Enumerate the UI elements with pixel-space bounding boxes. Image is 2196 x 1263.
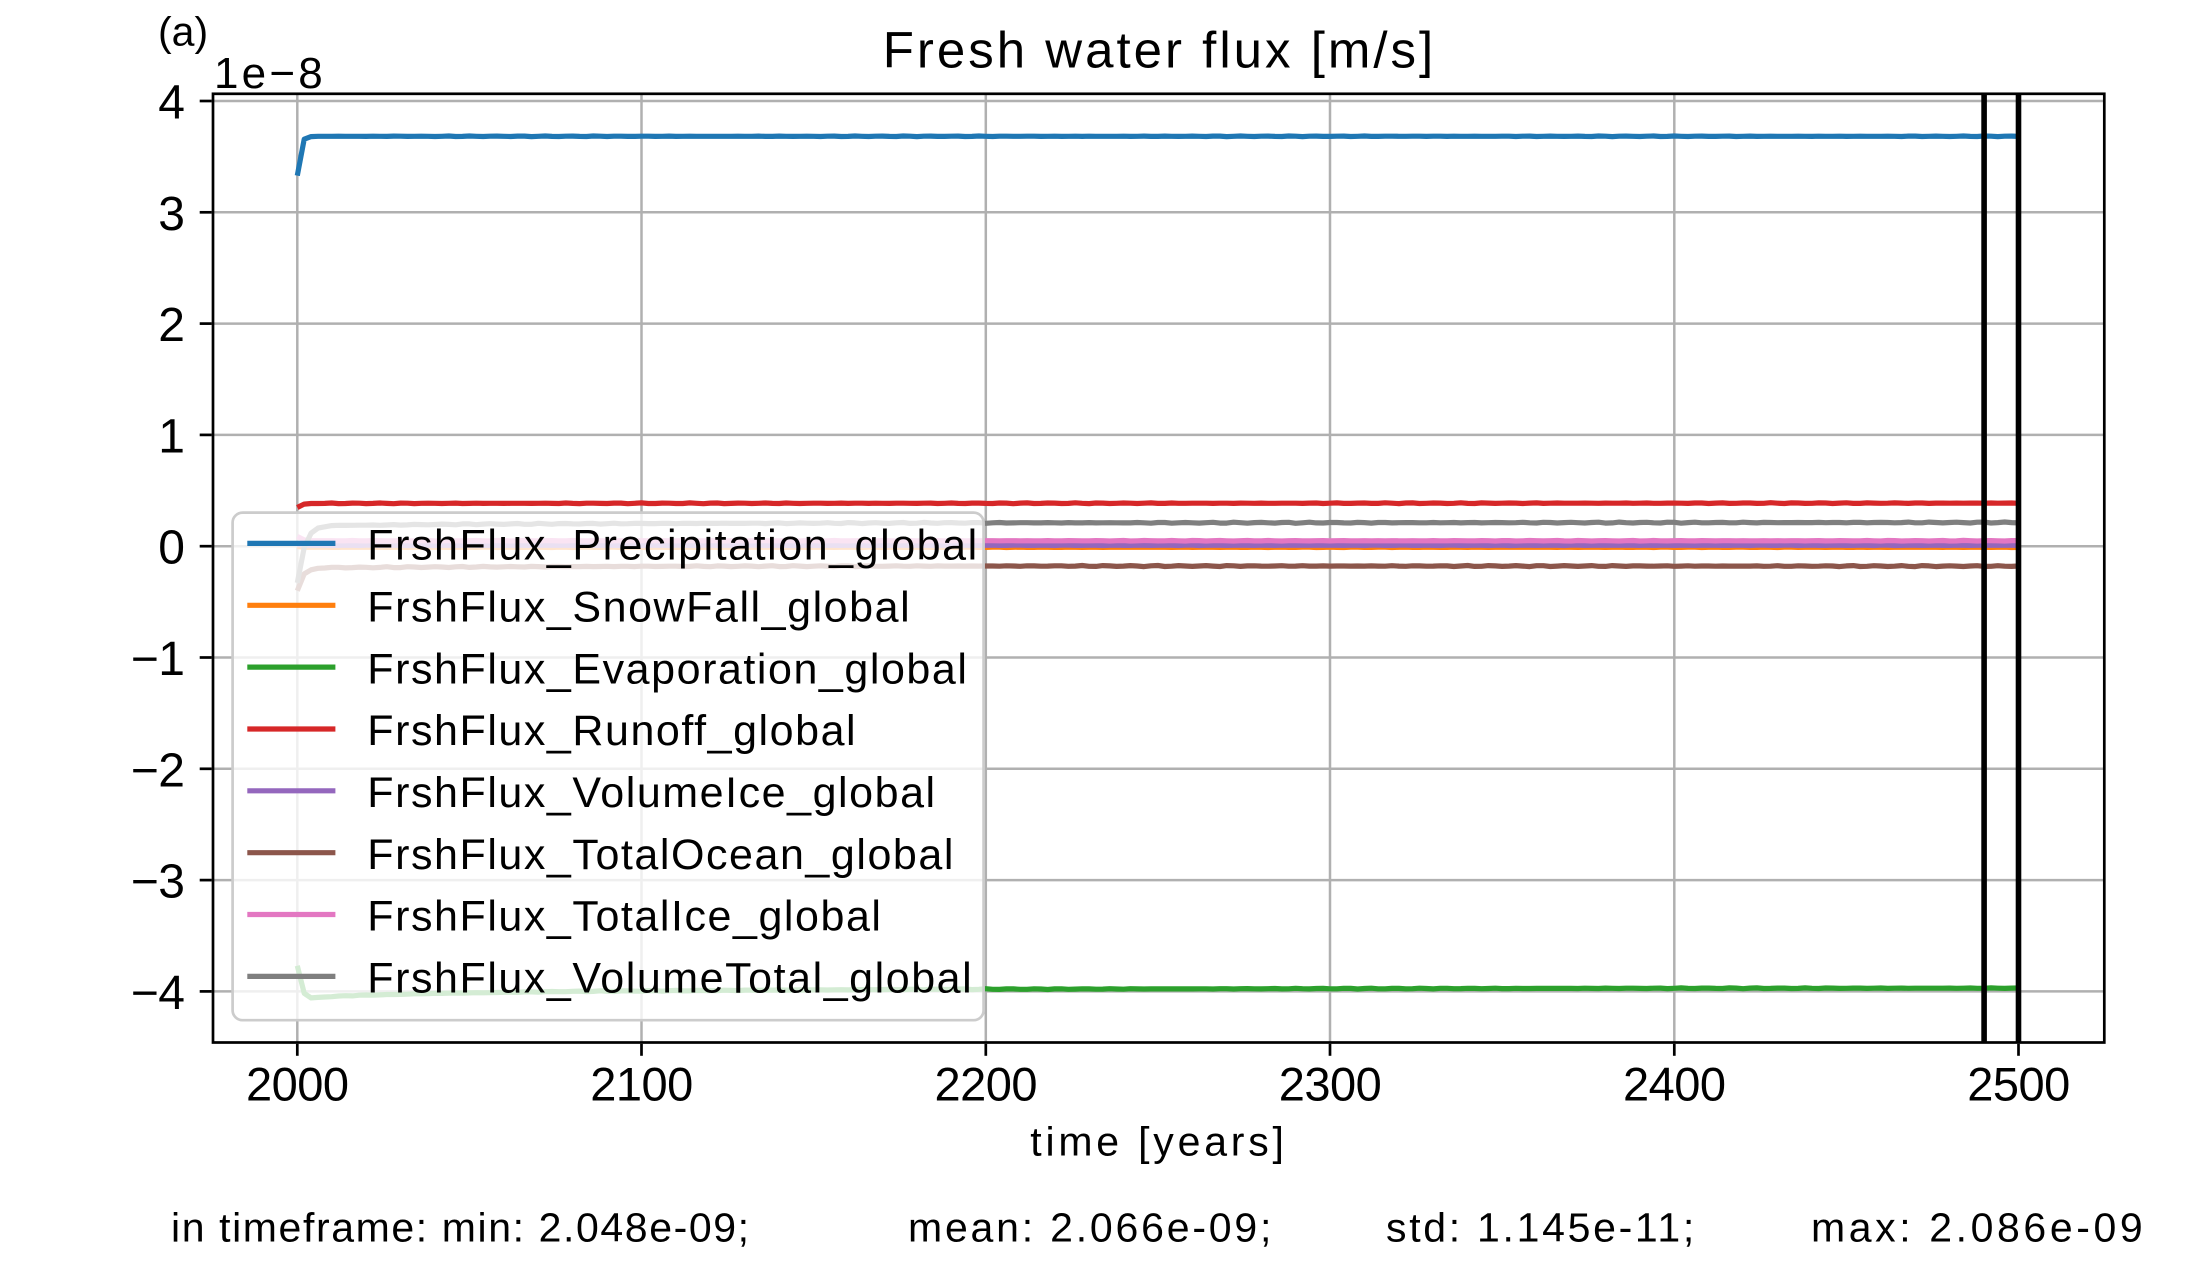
svg-text:0: 0 [158,522,184,575]
svg-text:2100: 2100 [590,1057,693,1110]
svg-text:Fresh water flux [m/s]: Fresh water flux [m/s] [883,22,1436,79]
svg-text:in timeframe: min: 2.048e-09;: in timeframe: min: 2.048e-09; [171,1204,751,1250]
svg-text:−4: −4 [131,967,185,1020]
svg-text:4: 4 [158,77,184,130]
svg-text:std: 1.145e-11;: std: 1.145e-11; [1386,1204,1697,1250]
svg-text:2: 2 [158,299,184,352]
svg-text:1e−8: 1e−8 [214,49,326,98]
svg-text:FrshFlux_Precipitation_global: FrshFlux_Precipitation_global [367,522,978,570]
svg-text:FrshFlux_SnowFall_global: FrshFlux_SnowFall_global [367,584,911,632]
svg-text:time [years]: time [years] [1030,1119,1288,1165]
svg-text:−2: −2 [131,744,185,797]
svg-text:FrshFlux_VolumeTotal_global: FrshFlux_VolumeTotal_global [367,955,973,1003]
svg-text:FrshFlux_TotalOcean_global: FrshFlux_TotalOcean_global [367,831,955,879]
svg-text:1: 1 [158,410,184,463]
svg-text:FrshFlux_TotalIce_global: FrshFlux_TotalIce_global [367,893,882,941]
svg-text:2500: 2500 [1967,1057,2070,1110]
svg-text:mean: 2.066e-09;: mean: 2.066e-09; [908,1204,1274,1250]
svg-text:−1: −1 [131,633,185,686]
svg-text:3: 3 [158,188,184,241]
svg-text:FrshFlux_VolumeIce_global: FrshFlux_VolumeIce_global [367,769,936,817]
svg-text:−3: −3 [131,856,185,909]
svg-text:max: 2.086e-09: max: 2.086e-09 [1811,1204,2146,1250]
svg-text:2200: 2200 [935,1057,1038,1110]
svg-text:(a): (a) [158,9,208,55]
svg-text:2000: 2000 [246,1057,349,1110]
svg-text:FrshFlux_Evaporation_global: FrshFlux_Evaporation_global [367,645,968,693]
svg-text:FrshFlux_Runoff_global: FrshFlux_Runoff_global [367,707,857,755]
svg-text:2400: 2400 [1623,1057,1726,1110]
svg-text:2300: 2300 [1279,1057,1382,1110]
